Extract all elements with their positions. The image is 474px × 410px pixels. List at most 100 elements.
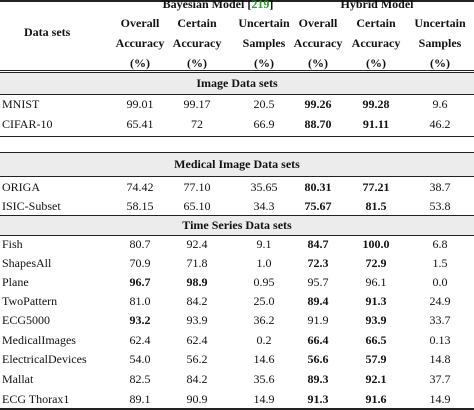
hybrid-model-group-header: Hybrid Model <box>340 0 414 11</box>
table-cell: 98.9 <box>186 275 208 289</box>
table-cell: 71.8 <box>186 256 208 270</box>
table-cell: 0.13 <box>429 333 451 347</box>
table-cell: 93.9 <box>186 313 208 327</box>
table-cell: 72.9 <box>365 256 387 270</box>
table-top-rule <box>0 0 474 2</box>
section-band <box>0 72 474 94</box>
table-bottom-rule <box>0 408 474 410</box>
bayesian-model-group-header: Bayesian Model [219] <box>163 0 274 11</box>
table-cell: 57.9 <box>365 352 387 366</box>
table-cell: 99.17 <box>183 97 211 111</box>
column-subheader: (%) <box>366 56 386 70</box>
table-cell: 100.0 <box>362 237 390 251</box>
table-cell: 89.4 <box>307 294 329 308</box>
section-band <box>0 152 474 176</box>
table-cell: 9.6 <box>432 97 448 111</box>
table-cell: 82.5 <box>129 372 151 386</box>
column-subheader: Accuracy <box>351 36 401 50</box>
table-cell: 0.2 <box>256 333 272 347</box>
table-cell: 66.9 <box>253 117 275 131</box>
table-cell: 91.9 <box>307 313 329 327</box>
table-cell: 35.65 <box>250 180 278 194</box>
table-cell: 9.1 <box>256 237 272 251</box>
table-cell: 70.9 <box>129 256 151 270</box>
column-subheader: Overall <box>298 16 338 30</box>
table-cell: 81.5 <box>365 199 387 213</box>
column-subheader: Accuracy <box>172 36 222 50</box>
table-cell: 91.11 <box>362 117 390 131</box>
dataset-name: CIFAR-10 <box>2 117 53 131</box>
column-subheader: (%) <box>130 56 150 70</box>
table-cell: 54.0 <box>129 352 151 366</box>
column-subheader: (%) <box>187 56 207 70</box>
table-cell: 99.26 <box>304 97 332 111</box>
table-cell: 14.9 <box>253 392 275 406</box>
column-subheader: Uncertain <box>238 16 290 30</box>
table-cell: 20.5 <box>253 97 275 111</box>
table-cell: 92.4 <box>186 237 208 251</box>
table-cell: 0.95 <box>253 275 275 289</box>
table-cell: 72.3 <box>307 256 329 270</box>
table-cell: 1.0 <box>256 256 272 270</box>
dataset-name: ECG Thorax1 <box>2 392 70 406</box>
table-cell: 65.10 <box>183 199 211 213</box>
table-cell: 14.6 <box>253 352 275 366</box>
dataset-name: Mallat <box>2 372 34 386</box>
table-rule <box>0 136 474 137</box>
table-cell: 36.2 <box>253 313 275 327</box>
table-cell: 56.2 <box>186 352 208 366</box>
table-cell: 6.8 <box>432 237 448 251</box>
column-subheader: Overall <box>120 16 160 30</box>
table-cell: 95.7 <box>307 275 329 289</box>
table-rule <box>0 176 474 177</box>
table-cell: 91.6 <box>365 392 387 406</box>
table-cell: 96.7 <box>129 275 151 289</box>
table-cell: 93.2 <box>129 313 151 327</box>
column-subheader: Certain <box>177 16 217 30</box>
table-cell: 37.7 <box>429 372 451 386</box>
table-cell: 46.2 <box>429 117 451 131</box>
dataset-name: MNIST <box>2 97 40 111</box>
section-band <box>0 215 474 235</box>
table-cell: 89.1 <box>129 392 151 406</box>
table-cell: 25.0 <box>253 294 275 308</box>
dataset-name: TwoPattern <box>2 294 58 308</box>
table-cell: 99.28 <box>362 97 390 111</box>
table-cell: 89.3 <box>307 372 329 386</box>
dataset-name: Plane <box>2 275 29 289</box>
dataset-name: ISIC-Subset <box>2 199 61 213</box>
table-cell: 92.1 <box>365 372 387 386</box>
table-cell: 74.42 <box>126 180 154 194</box>
table-cell: 24.9 <box>429 294 451 308</box>
column-subheader: Uncertain <box>414 16 466 30</box>
table-rule <box>0 235 474 236</box>
section-title: Image Data sets <box>196 76 278 90</box>
table-cell: 34.3 <box>253 199 275 213</box>
table-cell: 58.15 <box>126 199 154 213</box>
table-cell: 99.01 <box>126 97 154 111</box>
column-subheader: Accuracy <box>293 36 343 50</box>
dataset-name: ORIGA <box>2 180 40 194</box>
table-cell: 75.67 <box>304 199 332 213</box>
table-cell: 77.21 <box>362 180 390 194</box>
table-cell: 80.7 <box>129 237 151 251</box>
table-rule <box>0 94 474 95</box>
column-subheader: (%) <box>430 56 450 70</box>
dataset-name: MedicalImages <box>2 333 76 347</box>
table-cell: 38.7 <box>429 180 451 194</box>
table-cell: 14.8 <box>429 352 451 366</box>
column-subheader: Samples <box>418 36 462 50</box>
table-cell: 53.8 <box>429 199 451 213</box>
table-cell: 80.31 <box>304 180 332 194</box>
citation-link[interactable]: 219 <box>251 0 270 11</box>
table-cell: 91.3 <box>365 294 387 308</box>
dataset-name: ElectricalDevices <box>2 352 87 366</box>
table-cell: 91.3 <box>307 392 329 406</box>
table-cell: 35.6 <box>253 372 275 386</box>
table-cell: 93.9 <box>365 313 387 327</box>
table-cell: 84.7 <box>307 237 329 251</box>
table-cell: 96.1 <box>365 275 387 289</box>
table-cell: 0.0 <box>432 275 448 289</box>
column-subheader: (%) <box>254 56 274 70</box>
